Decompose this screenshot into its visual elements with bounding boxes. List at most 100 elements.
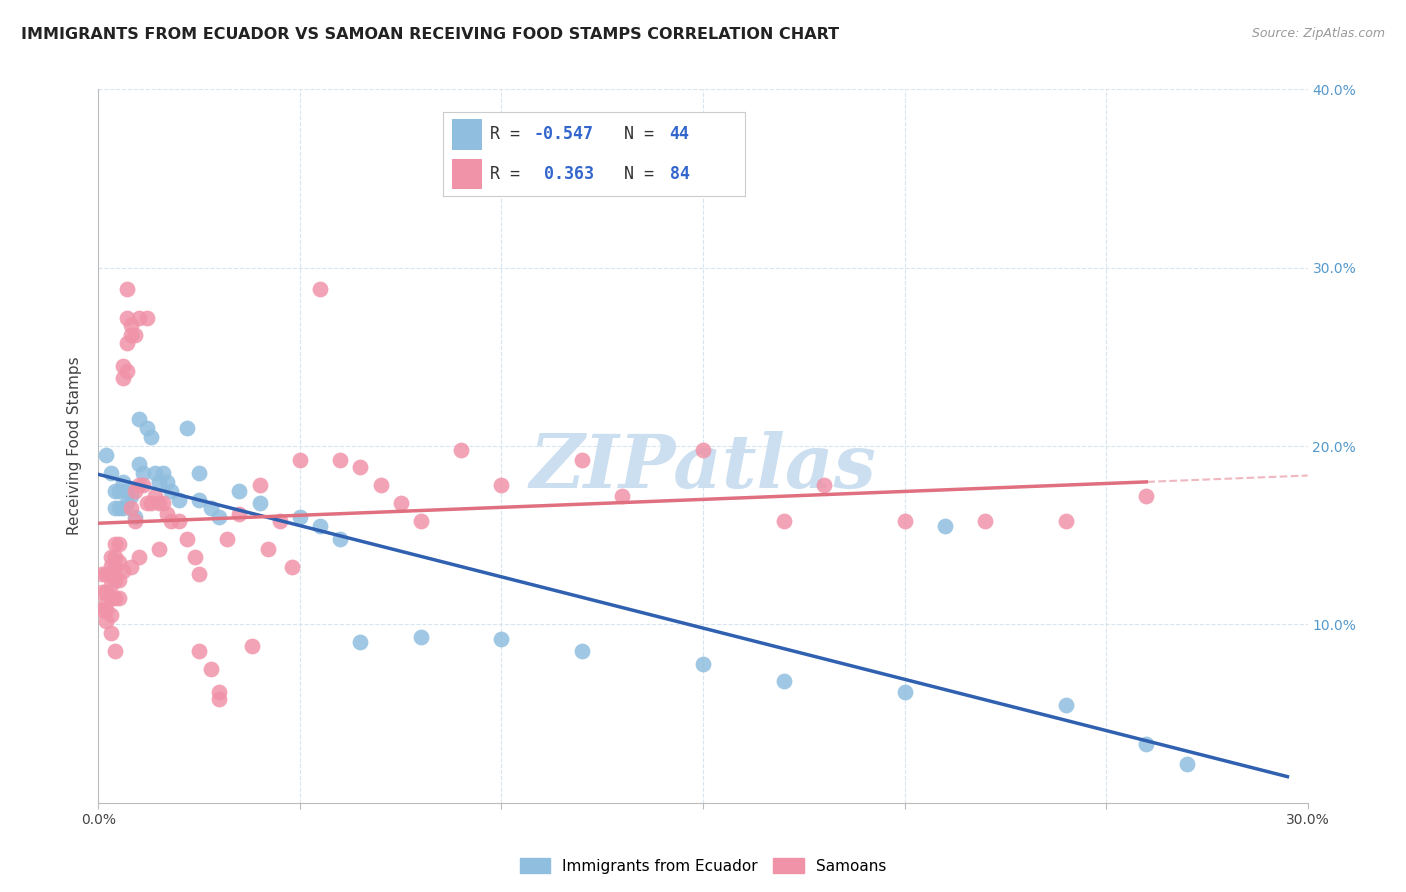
- Point: [256, 542, 278, 557]
- Point: [111, 564, 134, 578]
- Point: [176, 421, 198, 435]
- Point: [228, 483, 250, 498]
- Point: [167, 492, 190, 507]
- Point: [100, 549, 122, 564]
- Y-axis label: Receiving Food Stamps: Receiving Food Stamps: [67, 357, 83, 535]
- Point: [103, 560, 125, 574]
- Point: [103, 591, 125, 605]
- Point: [111, 501, 134, 516]
- Point: [111, 359, 134, 373]
- FancyBboxPatch shape: [451, 159, 482, 189]
- Point: [124, 328, 146, 343]
- Point: [269, 514, 291, 528]
- Text: 44: 44: [669, 126, 689, 144]
- Point: [91, 567, 114, 582]
- Point: [349, 635, 371, 649]
- Point: [772, 674, 794, 689]
- Point: [120, 560, 142, 574]
- Point: [135, 496, 157, 510]
- Point: [200, 501, 222, 516]
- Point: [115, 335, 138, 350]
- Point: [115, 496, 138, 510]
- Point: [692, 442, 714, 457]
- Point: [1175, 756, 1198, 771]
- Point: [184, 549, 207, 564]
- Point: [217, 532, 239, 546]
- Point: [1054, 698, 1077, 712]
- Point: [349, 460, 371, 475]
- Point: [188, 644, 211, 658]
- Point: [409, 630, 432, 644]
- Point: [148, 475, 170, 489]
- Point: [208, 510, 231, 524]
- FancyBboxPatch shape: [451, 120, 482, 150]
- Text: 0.363: 0.363: [534, 165, 593, 183]
- Point: [813, 478, 835, 492]
- Text: N =: N =: [624, 126, 664, 144]
- Point: [148, 496, 170, 510]
- Text: ZIPatlas: ZIPatlas: [530, 431, 876, 504]
- Point: [128, 412, 150, 426]
- Point: [120, 318, 142, 332]
- Text: IMMIGRANTS FROM ECUADOR VS SAMOAN RECEIVING FOOD STAMPS CORRELATION CHART: IMMIGRANTS FROM ECUADOR VS SAMOAN RECEIV…: [21, 27, 839, 42]
- Point: [103, 573, 125, 587]
- Point: [111, 475, 134, 489]
- Point: [148, 542, 170, 557]
- Point: [139, 496, 162, 510]
- Point: [96, 614, 118, 628]
- Point: [156, 475, 179, 489]
- Point: [128, 457, 150, 471]
- Point: [139, 430, 162, 444]
- Point: [100, 608, 122, 623]
- Point: [281, 560, 304, 574]
- Point: [120, 328, 142, 343]
- Point: [160, 483, 183, 498]
- Point: [571, 453, 593, 467]
- Text: R =: R =: [489, 126, 530, 144]
- Point: [124, 514, 146, 528]
- Point: [152, 466, 174, 480]
- Point: [132, 478, 155, 492]
- Point: [188, 466, 211, 480]
- Point: [934, 519, 956, 533]
- Point: [124, 510, 146, 524]
- Point: [188, 567, 211, 582]
- Point: [107, 537, 129, 551]
- Point: [100, 578, 122, 592]
- Point: [96, 448, 118, 462]
- Point: [100, 558, 122, 573]
- Point: [107, 573, 129, 587]
- Point: [208, 692, 231, 706]
- Point: [188, 492, 211, 507]
- Point: [111, 371, 134, 385]
- Point: [96, 585, 118, 599]
- Point: [692, 657, 714, 671]
- Point: [135, 421, 157, 435]
- Point: [128, 478, 150, 492]
- Point: [115, 282, 138, 296]
- Point: [1135, 489, 1157, 503]
- Point: [115, 483, 138, 498]
- Point: [103, 483, 125, 498]
- Text: N =: N =: [624, 165, 664, 183]
- Point: [128, 310, 150, 325]
- Point: [772, 514, 794, 528]
- Point: [107, 555, 129, 569]
- Point: [309, 519, 332, 533]
- Point: [612, 489, 634, 503]
- Point: [571, 644, 593, 658]
- Point: [974, 514, 997, 528]
- Point: [103, 644, 125, 658]
- Point: [124, 483, 146, 498]
- Point: [132, 466, 155, 480]
- Point: [91, 603, 114, 617]
- Point: [100, 591, 122, 605]
- Point: [409, 514, 432, 528]
- Text: -0.547: -0.547: [534, 126, 593, 144]
- Point: [152, 496, 174, 510]
- Point: [329, 532, 352, 546]
- Point: [288, 510, 311, 524]
- Point: [893, 514, 915, 528]
- Point: [249, 478, 271, 492]
- Point: [370, 478, 392, 492]
